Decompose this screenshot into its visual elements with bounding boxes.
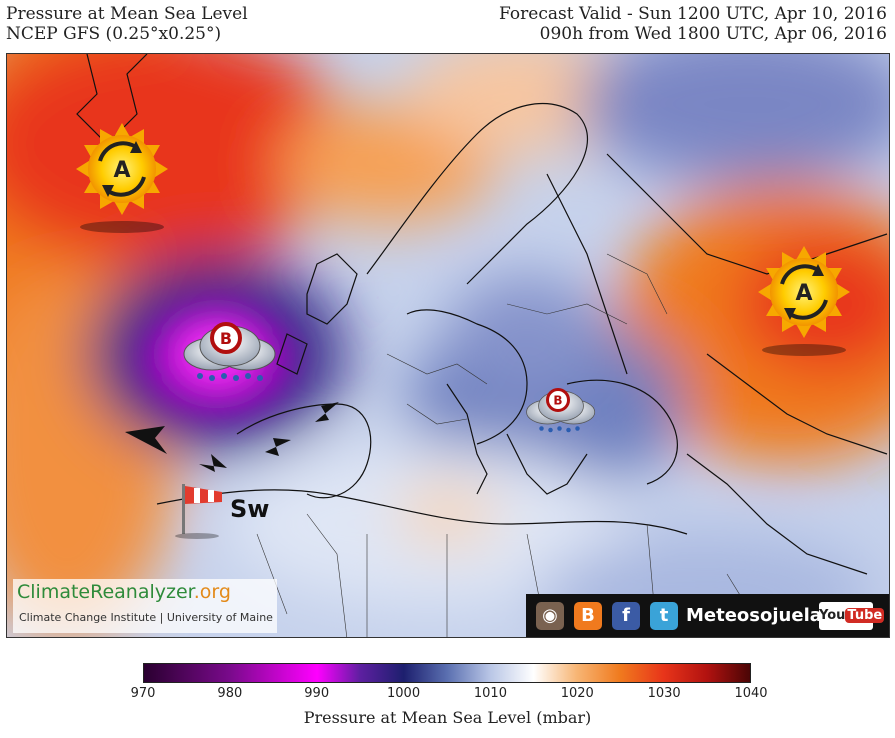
colorbar-tick-label: 1040 — [734, 686, 768, 701]
facebook-icon[interactable]: f — [612, 602, 640, 630]
instagram-icon[interactable]: ◉ — [536, 602, 564, 630]
low-symbol-label: B — [220, 329, 232, 348]
high-pressure-sun-icon: A — [76, 123, 168, 233]
social-label: Meteosojuela — [686, 605, 822, 626]
wind-arrows — [125, 402, 339, 472]
colorbar-tick-label: 990 — [304, 686, 330, 701]
header-right: Forecast Valid - Sun 1200 UTC, Apr 10, 2… — [499, 4, 887, 44]
low-symbol-label: B — [553, 394, 562, 408]
wind-arrow-icon — [199, 454, 227, 472]
wind-arrow-icon — [265, 438, 291, 456]
logo-main: ClimateReanalyzer.org — [17, 581, 231, 603]
windsock-icon — [175, 484, 222, 539]
wind-arrow-icon — [315, 402, 339, 422]
twitter-icon[interactable]: t — [650, 602, 678, 630]
pressure-map: A A B — [6, 53, 890, 638]
colorbar-tick-label: 1000 — [387, 686, 421, 701]
colorbar — [143, 663, 751, 683]
wind-label: Sw — [230, 495, 269, 523]
colorbar-tick-label: 1010 — [473, 686, 507, 701]
colorbar-tick-label: 1020 — [560, 686, 594, 701]
colorbar-tick-label: 980 — [217, 686, 243, 701]
forecast-lead: 090h from Wed 1800 UTC, Apr 06, 2016 — [539, 24, 887, 44]
high-symbol-label: A — [113, 158, 130, 183]
model-label: NCEP GFS (0.25°x0.25°) — [6, 24, 222, 44]
colorbar-tick-label: 970 — [130, 686, 156, 701]
high-pressure-sun-icon: A — [758, 246, 850, 356]
colorbar-gradient — [144, 664, 750, 682]
blogger-icon[interactable]: B — [574, 602, 602, 630]
map-title: Pressure at Mean Sea Level — [6, 4, 248, 24]
low-pressure-storm-icon: B — [183, 322, 276, 381]
map-canvas: A A B — [7, 54, 889, 637]
high-symbol-label: A — [795, 281, 812, 306]
header-left: Pressure at Mean Sea Level NCEP GFS (0.2… — [6, 4, 248, 44]
social-bar: ◉ B f t Meteosojuela You Tube — [526, 594, 889, 637]
wind-arrow-icon — [125, 426, 167, 454]
forecast-valid: Forecast Valid - Sun 1200 UTC, Apr 10, 2… — [499, 4, 887, 24]
colorbar-title: Pressure at Mean Sea Level (mbar) — [303, 708, 592, 727]
low-pressure-storm-icon: B — [526, 388, 596, 433]
logo-sub: Climate Change Institute | University of… — [19, 611, 273, 624]
climate-reanalyzer-logo: ClimateReanalyzer.org Climate Change Ins… — [13, 579, 277, 633]
colorbar-tick-label: 1030 — [647, 686, 681, 701]
youtube-icon[interactable]: You Tube — [819, 602, 885, 630]
